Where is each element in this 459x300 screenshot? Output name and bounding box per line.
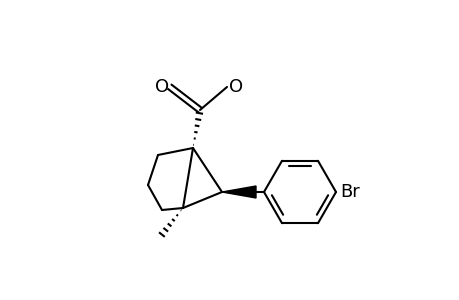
Text: Br: Br xyxy=(339,183,359,201)
Text: O: O xyxy=(229,78,242,96)
Text: O: O xyxy=(155,78,169,96)
Polygon shape xyxy=(222,186,256,198)
